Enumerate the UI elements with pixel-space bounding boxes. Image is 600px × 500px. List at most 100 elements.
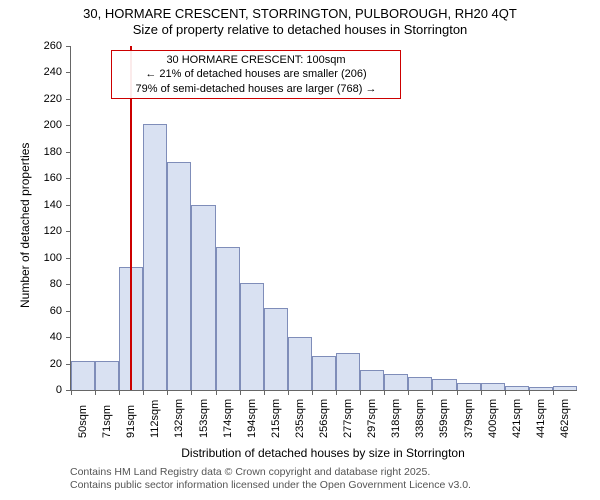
x-tick	[336, 390, 337, 395]
y-tick-label: 120	[32, 225, 62, 237]
y-tick-label: 80	[32, 278, 62, 290]
chart-container: 30, HORMARE CRESCENT, STORRINGTON, PULBO…	[0, 0, 600, 500]
x-tick	[553, 390, 554, 395]
x-tick-label: 462sqm	[559, 399, 571, 438]
x-tick-label: 235sqm	[294, 399, 306, 438]
histogram-bar	[529, 387, 553, 390]
x-tick-label: 421sqm	[511, 399, 523, 438]
y-tick-label: 200	[32, 119, 62, 131]
x-tick-label: 359sqm	[438, 399, 450, 438]
title-line1: 30, HORMARE CRESCENT, STORRINGTON, PULBO…	[83, 6, 517, 21]
histogram-bar	[360, 370, 384, 390]
histogram-bar	[264, 308, 288, 390]
y-tick-label: 240	[32, 66, 62, 78]
x-tick-label: 277sqm	[342, 399, 354, 438]
x-tick	[408, 390, 409, 395]
histogram-bar	[191, 205, 215, 390]
histogram-bar	[481, 383, 505, 390]
y-tick-label: 220	[32, 93, 62, 105]
histogram-bar	[312, 356, 336, 390]
annotation-line1: 30 HORMARE CRESCENT: 100sqm	[166, 54, 345, 66]
annotation-box: 30 HORMARE CRESCENT: 100sqm ← 21% of deta…	[111, 50, 401, 99]
histogram-bar	[95, 361, 119, 390]
y-tick-label: 60	[32, 305, 62, 317]
y-tick	[66, 284, 71, 285]
x-tick	[529, 390, 530, 395]
y-tick-label: 40	[32, 331, 62, 343]
x-tick-label: 318sqm	[390, 399, 402, 438]
x-tick-label: 441sqm	[535, 399, 547, 438]
y-tick	[66, 205, 71, 206]
attribution-line1: Contains HM Land Registry data © Crown c…	[70, 466, 430, 478]
annotation-line3: 79% of semi-detached houses are larger (…	[136, 83, 377, 95]
x-tick	[384, 390, 385, 395]
y-tick	[66, 178, 71, 179]
x-tick-label: 256sqm	[318, 399, 330, 438]
x-tick-label: 132sqm	[173, 399, 185, 438]
histogram-bar	[167, 162, 191, 390]
x-tick	[119, 390, 120, 395]
histogram-bar	[457, 383, 481, 390]
x-tick	[360, 390, 361, 395]
x-tick	[216, 390, 217, 395]
x-tick-label: 215sqm	[270, 399, 282, 438]
histogram-bar	[288, 337, 312, 390]
y-tick	[66, 72, 71, 73]
y-tick	[66, 337, 71, 338]
histogram-bar	[408, 377, 432, 390]
x-tick-label: 194sqm	[246, 399, 258, 438]
y-tick-label: 20	[32, 358, 62, 370]
x-tick-label: 153sqm	[198, 399, 210, 438]
y-tick-label: 140	[32, 199, 62, 211]
histogram-bar	[71, 361, 95, 390]
y-tick	[66, 99, 71, 100]
x-tick	[71, 390, 72, 395]
histogram-bar	[240, 283, 264, 390]
histogram-bar	[505, 386, 529, 390]
y-tick	[66, 152, 71, 153]
x-tick-label: 379sqm	[463, 399, 475, 438]
histogram-bar	[216, 247, 240, 390]
plot-area: 30 HORMARE CRESCENT: 100sqm ← 21% of deta…	[70, 46, 577, 391]
x-tick-label: 91sqm	[125, 405, 137, 438]
y-tick-label: 180	[32, 146, 62, 158]
histogram-bar	[432, 379, 456, 390]
x-tick	[240, 390, 241, 395]
x-tick	[264, 390, 265, 395]
y-tick-label: 260	[32, 40, 62, 52]
chart-title: 30, HORMARE CRESCENT, STORRINGTON, PULBO…	[0, 0, 600, 39]
x-tick-label: 297sqm	[366, 399, 378, 438]
x-tick	[457, 390, 458, 395]
x-tick	[432, 390, 433, 395]
x-tick-label: 50sqm	[77, 405, 89, 438]
x-tick	[167, 390, 168, 395]
y-tick	[66, 231, 71, 232]
attribution-line2: Contains public sector information licen…	[70, 479, 471, 491]
x-tick	[312, 390, 313, 395]
histogram-bar	[384, 374, 408, 390]
annotation-line2: ← 21% of detached houses are smaller (20…	[145, 68, 366, 80]
x-tick	[505, 390, 506, 395]
y-tick	[66, 125, 71, 126]
attribution-text: Contains HM Land Registry data © Crown c…	[70, 466, 471, 491]
y-tick	[66, 258, 71, 259]
x-tick-label: 112sqm	[149, 400, 161, 438]
x-tick-label: 400sqm	[487, 399, 499, 438]
x-tick	[191, 390, 192, 395]
y-tick	[66, 46, 71, 47]
x-axis-label: Distribution of detached houses by size …	[70, 446, 576, 460]
x-tick-label: 174sqm	[222, 399, 234, 438]
histogram-bar	[553, 386, 577, 390]
x-tick	[481, 390, 482, 395]
y-tick-label: 0	[32, 384, 62, 396]
y-tick-label: 160	[32, 172, 62, 184]
histogram-bar	[336, 353, 360, 390]
x-tick-label: 71sqm	[101, 405, 113, 438]
x-tick	[143, 390, 144, 395]
y-tick	[66, 311, 71, 312]
y-tick-label: 100	[32, 252, 62, 264]
x-tick	[95, 390, 96, 395]
x-tick	[288, 390, 289, 395]
histogram-bar	[143, 124, 167, 390]
title-line2: Size of property relative to detached ho…	[133, 22, 468, 37]
